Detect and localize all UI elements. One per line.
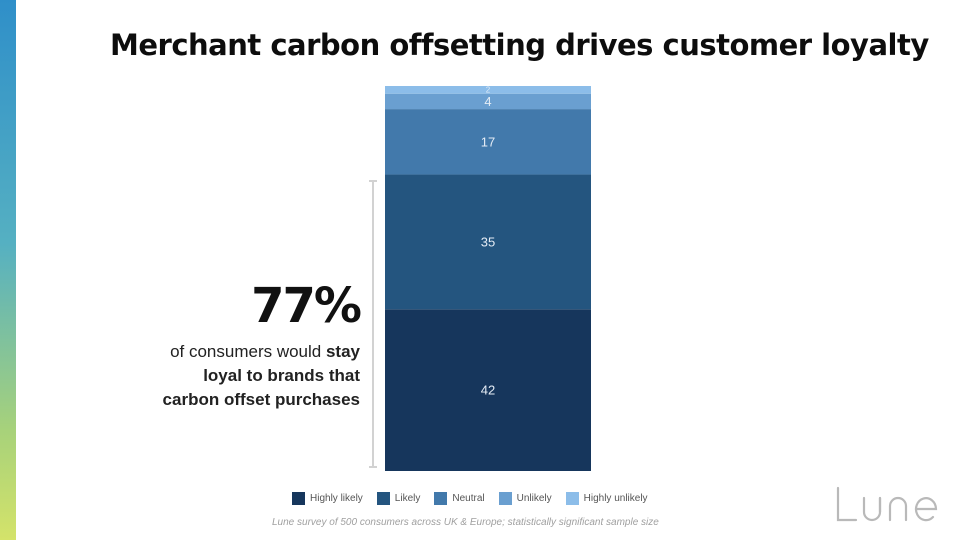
- callout-text: of consumers would stay loyal to brands …: [130, 340, 360, 412]
- legend-swatch: [434, 491, 448, 505]
- bar-segment-likely: [385, 174, 591, 310]
- slide-title: Merchant carbon offsetting drives custom…: [110, 28, 929, 62]
- footnote: Lune survey of 500 consumers across UK &…: [272, 517, 659, 528]
- legend-swatch: [292, 491, 305, 505]
- legend-label: Highly likely: [310, 492, 363, 504]
- legend-item: Unlikely: [498, 491, 552, 505]
- data-label-likely: 35: [481, 234, 495, 249]
- legend-label: Unlikely: [516, 492, 552, 504]
- bar-segment-highly-unlikely: [385, 86, 591, 94]
- legend-label: Likely: [394, 492, 421, 504]
- bar-segment-neutral: [385, 109, 591, 175]
- bracket-cap-bottom: [369, 466, 377, 468]
- big-percentage: 77%: [251, 278, 362, 334]
- legend-swatch: [498, 491, 512, 505]
- data-label-unlikely: 4: [484, 94, 491, 109]
- callout-plain: of consumers would: [170, 342, 326, 361]
- bar-segment-unlikely: [385, 93, 591, 110]
- data-label-highly-unlikely: 2: [486, 86, 491, 95]
- bracket-cap-top: [369, 180, 377, 182]
- accent-bar: [0, 0, 16, 540]
- legend-item: Highly likely: [292, 491, 363, 505]
- legend-item: Neutral: [434, 491, 485, 505]
- bracket-line: [372, 181, 374, 468]
- chart-legend: Highly likely Likely Neutral Unlikely Highly…: [292, 489, 662, 507]
- data-label-neutral: 17: [481, 134, 495, 149]
- callout-bold-3: carbon offset purchases: [162, 390, 360, 409]
- data-label-highly-likely: 42: [481, 383, 495, 398]
- legend-swatch: [376, 491, 390, 505]
- callout-bold-2: loyal to brands that: [203, 366, 360, 385]
- legend-label: Neutral: [452, 492, 485, 504]
- legend-label: Highly unlikely: [583, 492, 648, 504]
- callout-bold-1: stay: [325, 342, 360, 361]
- legend-swatch: [565, 491, 579, 505]
- bar-segment-highly-likely: [385, 309, 591, 471]
- legend-item: Likely: [376, 491, 421, 505]
- legend-item: Highly unlikely: [565, 491, 648, 505]
- lune-logo: [836, 486, 938, 522]
